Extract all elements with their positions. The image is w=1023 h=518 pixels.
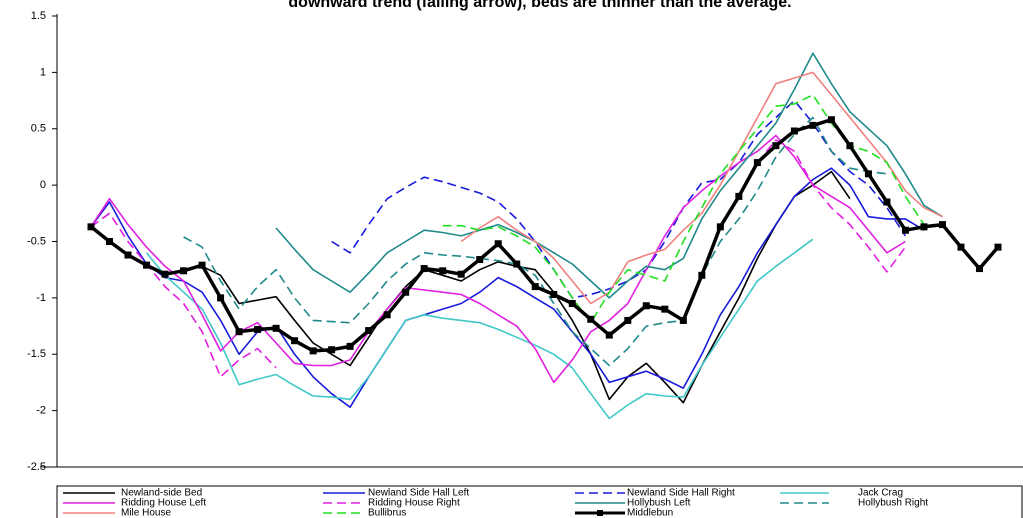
- legend-label: Middlebun: [627, 508, 673, 518]
- legend-label: Newland Side Hall Left: [368, 488, 469, 499]
- y-tick-label: -2: [36, 405, 46, 417]
- marker: [587, 315, 595, 323]
- series-line: [275, 52, 943, 299]
- marker: [864, 170, 872, 178]
- marker: [901, 226, 909, 234]
- chart-title: downward trend (falling arrow), beds are…: [288, 0, 791, 11]
- marker: [476, 256, 484, 264]
- marker: [439, 267, 447, 275]
- legend-label: Mile House: [121, 508, 171, 518]
- marker: [513, 260, 521, 268]
- marker: [365, 327, 373, 335]
- series-line: [90, 134, 906, 384]
- marker: [272, 324, 280, 332]
- marker: [957, 243, 965, 251]
- marker: [920, 223, 928, 231]
- series-line: [201, 170, 851, 404]
- marker: [735, 192, 743, 200]
- marker: [161, 270, 169, 278]
- marker: [827, 116, 835, 124]
- marker: [180, 267, 188, 275]
- marker: [106, 238, 114, 245]
- marker: [198, 261, 206, 269]
- marker: [328, 346, 336, 354]
- legend-label: Jack Crag: [858, 488, 903, 499]
- marker: [217, 294, 225, 302]
- y-tick-label: 0.5: [31, 123, 46, 135]
- marker: [938, 221, 946, 229]
- y-tick-label: -1: [36, 292, 46, 304]
- marker: [87, 223, 95, 231]
- marker: [716, 223, 724, 231]
- y-tick-label: -1.5: [27, 348, 46, 360]
- marker: [809, 121, 817, 129]
- series-line: [183, 116, 887, 367]
- marker: [994, 243, 1002, 251]
- y-tick-label: 0: [40, 179, 46, 191]
- legend-box: [56, 485, 1023, 518]
- marker: [698, 271, 706, 279]
- y-tick-label: 1: [40, 66, 46, 78]
- legend-label: Ridding House Right: [368, 498, 460, 509]
- y-tick-label: -2.5: [27, 461, 46, 473]
- marker: [346, 342, 354, 350]
- marker: [624, 316, 632, 324]
- marker: [661, 305, 669, 313]
- marker: [772, 142, 780, 150]
- marker: [883, 198, 891, 206]
- marker: [124, 251, 132, 259]
- marker: [402, 288, 410, 296]
- marker: [383, 311, 391, 319]
- legend-label: Hollybush Right: [858, 498, 928, 509]
- marker: [254, 325, 262, 333]
- marker: [143, 261, 151, 269]
- marker: [457, 270, 465, 278]
- marker: [291, 337, 299, 345]
- marker: [568, 300, 576, 308]
- series-line: [90, 139, 907, 378]
- marker: [790, 127, 798, 135]
- legend-label: Bullibrus: [368, 508, 406, 518]
- marker: [420, 265, 428, 273]
- marker: [605, 331, 613, 339]
- marker: [494, 240, 502, 248]
- series-line: [90, 167, 925, 408]
- marker: [309, 347, 317, 355]
- legend-label: Newland Side Hall Right: [627, 488, 735, 499]
- y-tick-label: 1.5: [31, 10, 46, 22]
- marker: [975, 265, 983, 273]
- marker: [235, 328, 243, 336]
- y-tick-label: -0.5: [27, 235, 46, 247]
- legend-label: Hollybush Left: [627, 498, 691, 509]
- series-line: [145, 238, 814, 420]
- legend-label: Ridding House Left: [121, 498, 206, 509]
- marker: [753, 159, 761, 167]
- marker: [679, 316, 687, 324]
- legend-label: Newland-side Bed: [121, 488, 202, 499]
- marker: [846, 142, 854, 150]
- marker: [531, 283, 539, 291]
- legend-marker: [597, 510, 603, 516]
- series-line: [460, 71, 943, 305]
- marker: [550, 290, 558, 298]
- marker: [642, 302, 650, 310]
